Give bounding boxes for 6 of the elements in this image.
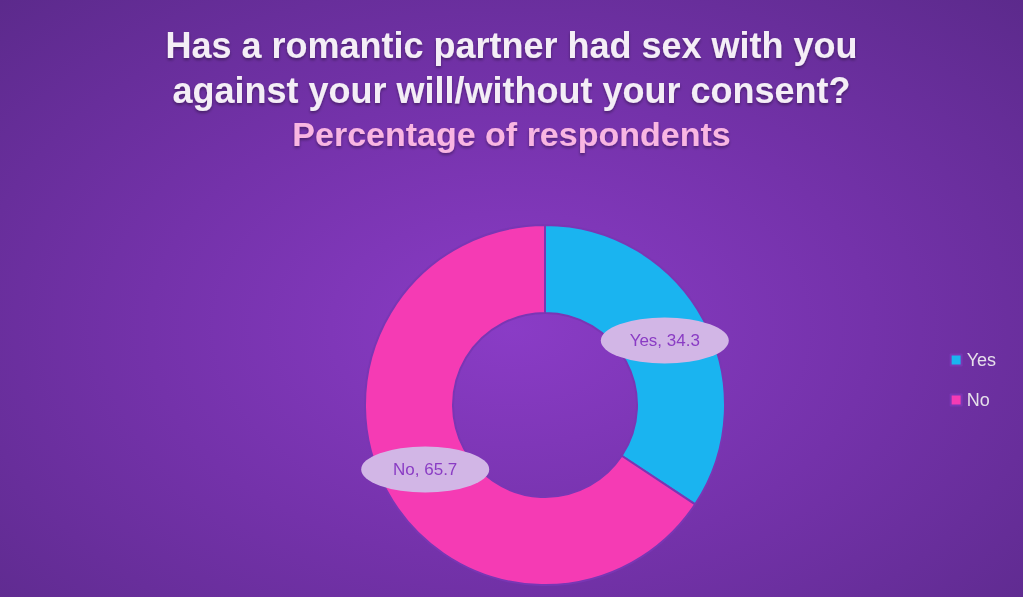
data-label: No, 65.7: [393, 459, 458, 479]
legend-label: No: [966, 390, 990, 410]
chart-subtitle: Percentage of respondents: [292, 115, 731, 153]
data-label: Yes, 34.3: [629, 331, 700, 351]
chart-title: Has a romantic partner had sex with you against your will/without your consent?: [165, 25, 858, 111]
legend-label: Yes: [966, 350, 997, 370]
